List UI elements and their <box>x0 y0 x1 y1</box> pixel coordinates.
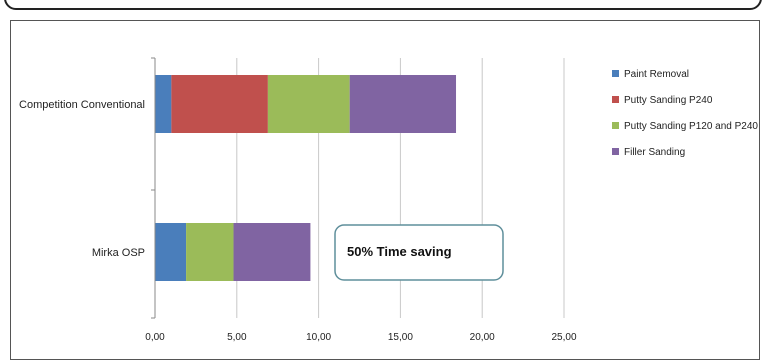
legend-label: Paint Removal <box>624 69 689 80</box>
category-label: Mirka OSP <box>92 247 145 259</box>
bar-segment <box>233 223 311 281</box>
stacked-bar-chart: 0,00 5,00 10,00 15,00 20,00 25,00 Competition … <box>19 57 758 343</box>
legend-label: Putty Sanding P120 and P240 <box>624 121 758 132</box>
category-label: Competition Conventional <box>19 99 145 111</box>
bar-segment <box>171 75 268 133</box>
bars <box>155 75 457 281</box>
bar-segment <box>186 223 234 281</box>
annotation-box <box>334 224 504 281</box>
x-tick-label: 10,00 <box>306 332 331 343</box>
x-tick-label: 5,00 <box>227 332 247 343</box>
legend-swatch <box>612 148 619 155</box>
x-tick-label: 0,00 <box>145 332 165 343</box>
annotation-text: 50% Time saving <box>347 244 452 259</box>
bar-segment <box>155 223 187 281</box>
legend-swatch <box>612 96 619 103</box>
bar-segment <box>155 75 172 133</box>
legend-label: Putty Sanding P240 <box>624 95 713 106</box>
legend: Paint Removal Putty Sanding P240 Putty San… <box>612 69 758 158</box>
x-tick-label: 25,00 <box>551 332 576 343</box>
legend-swatch <box>612 122 619 129</box>
annotation: 50% Time saving <box>334 224 504 281</box>
x-tick-label: 15,00 <box>388 332 413 343</box>
bar-segment <box>267 75 350 133</box>
legend-swatch <box>612 70 619 77</box>
bar-segment <box>349 75 457 133</box>
x-tick-label: 20,00 <box>470 332 495 343</box>
legend-label: Filler Sanding <box>624 147 685 158</box>
axes: 0,00 5,00 10,00 15,00 20,00 25,00 Competition … <box>19 57 577 343</box>
